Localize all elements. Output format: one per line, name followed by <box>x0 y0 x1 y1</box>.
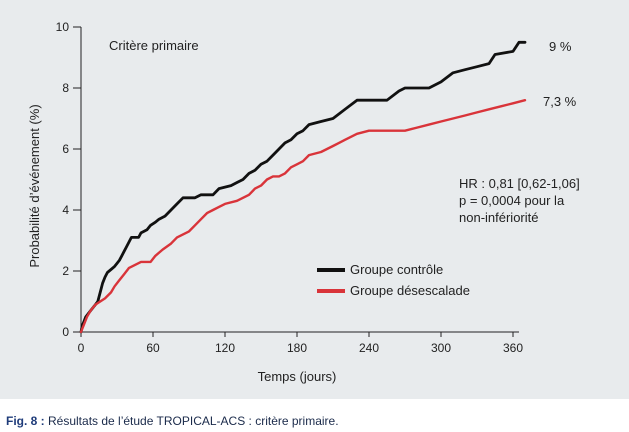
series-line-control <box>79 40 527 334</box>
y-axis-label: Probabilité d’événement (%) <box>27 104 42 267</box>
x-tick-label: 60 <box>146 341 160 355</box>
legend: Groupe contrôle Groupe désescalade <box>317 262 470 298</box>
x-axis-label: Temps (jours) <box>258 369 337 384</box>
legend-label-deescalation: Groupe désescalade <box>350 283 470 298</box>
series-line-deescalation <box>79 99 527 334</box>
caption-label: Fig. 8 : <box>6 414 45 428</box>
figure-caption: Fig. 8 : Résultats de l’étude TROPICAL-A… <box>6 414 339 428</box>
end-label-deescalation: 7,3 % <box>543 94 577 109</box>
y-tick-label: 6 <box>62 142 69 156</box>
x-tick-label: 180 <box>287 341 307 355</box>
y-tick-label: 10 <box>56 20 70 34</box>
axes: 0 60 120 180 240 300 360 0 2 4 6 8 10 <box>56 20 524 355</box>
x-tick-label: 120 <box>215 341 235 355</box>
x-tick-label: 300 <box>431 341 451 355</box>
annotation-line: HR : 0,81 [0,62-1,06] <box>459 176 580 191</box>
annotation-line: p = 0,0004 pour la <box>459 193 565 208</box>
x-tick-label: 0 <box>78 341 85 355</box>
y-tick-label: 4 <box>62 203 69 217</box>
caption-text: Résultats de l’étude TROPICAL-ACS : crit… <box>44 414 339 428</box>
series-lines <box>79 40 527 334</box>
y-tick-label: 0 <box>62 325 69 339</box>
x-tick-label: 360 <box>503 341 523 355</box>
y-tick-label: 8 <box>62 81 69 95</box>
annotation-line: non-infériorité <box>459 210 539 225</box>
hr-annotation: HR : 0,81 [0,62-1,06] p = 0,0004 pour la… <box>459 176 580 225</box>
legend-label-control: Groupe contrôle <box>350 262 443 277</box>
y-tick-label: 2 <box>62 264 69 278</box>
end-label-control: 9 % <box>549 39 572 54</box>
x-tick-label: 240 <box>359 341 379 355</box>
chart-area: 0 60 120 180 240 300 360 0 2 4 6 8 10 Critère primai… <box>27 20 580 384</box>
chart-title: Critère primaire <box>109 38 199 53</box>
